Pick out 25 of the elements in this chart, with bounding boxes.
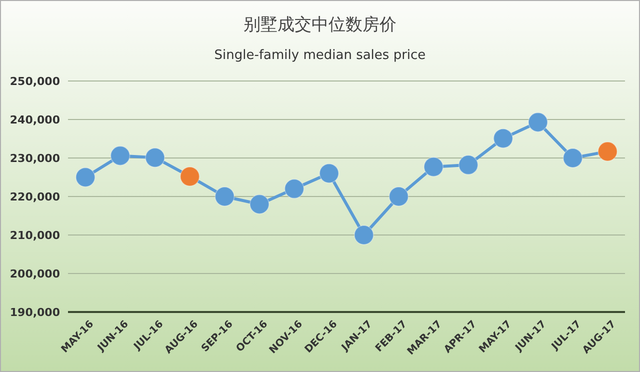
point (562, 148, 583, 168)
y-tick-label: 250,000 (10, 74, 60, 88)
point (493, 128, 514, 148)
point (249, 194, 270, 214)
point (319, 163, 340, 184)
point (284, 178, 304, 199)
point (180, 166, 200, 186)
point (388, 186, 409, 206)
point (458, 154, 478, 175)
point (424, 156, 444, 177)
point (145, 148, 166, 168)
point (354, 225, 374, 245)
chart-title: 别墅成交中位数房价 (244, 15, 396, 35)
point (214, 186, 235, 206)
y-tick-label: 210,000 (10, 228, 60, 242)
y-tick-label: 220,000 (10, 190, 60, 204)
y-tick-label: 240,000 (10, 113, 60, 126)
point (528, 112, 548, 132)
chart-subtitle: Single-family median sales price (214, 48, 426, 63)
point (598, 141, 618, 162)
point (110, 146, 130, 166)
y-tick-label: 230,000 (10, 152, 60, 165)
point (75, 167, 96, 188)
y-tick-label: 200,000 (10, 267, 60, 280)
y-tick-label: 190,000 (10, 306, 60, 319)
